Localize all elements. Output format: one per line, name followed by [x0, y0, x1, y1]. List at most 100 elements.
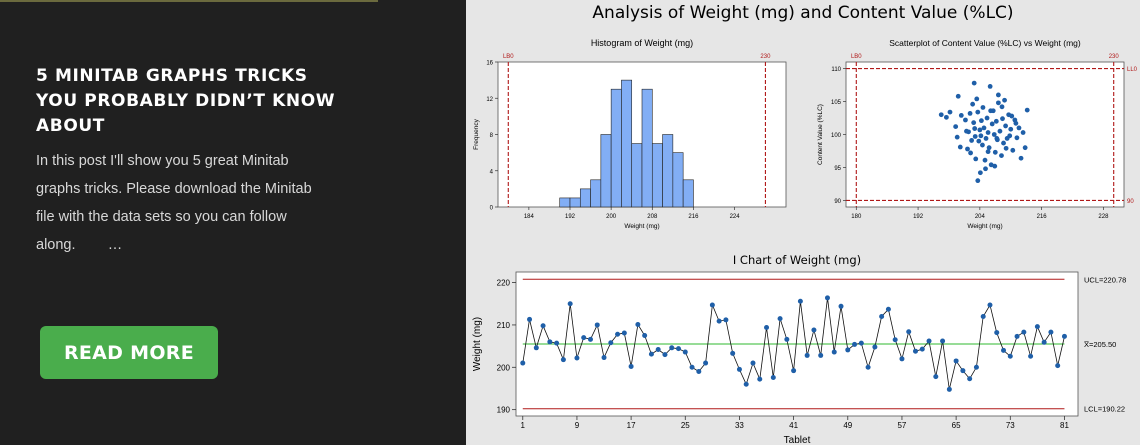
scatter-point — [992, 149, 998, 155]
scatter-point — [992, 163, 998, 169]
ichart-point — [818, 352, 824, 358]
ichart-point — [906, 329, 912, 335]
histogram-bar — [559, 197, 571, 208]
read-more-button[interactable]: Read More — [40, 326, 218, 379]
histogram-bar — [682, 179, 694, 208]
histogram-bar — [662, 134, 674, 208]
ichart-point — [574, 355, 580, 361]
post-title[interactable]: 5 Minitab Graphs Tricks You Probably Did… — [36, 66, 336, 136]
ichart-lcl-label: LCL=190.22 — [1084, 405, 1125, 414]
ichart-x-tick-label: 81 — [1060, 421, 1069, 430]
scatter-point — [994, 136, 1000, 141]
scatter-y-tick-label: 90 — [834, 199, 841, 205]
scatter-point — [972, 126, 978, 131]
scatter-point — [988, 108, 994, 114]
ichart-center-label: X̅=205.50 — [1083, 340, 1116, 349]
ichart-point — [858, 340, 864, 346]
post-excerpt: In this post I'll show you 5 great Minit… — [36, 153, 312, 253]
ichart-x-tick-label: 57 — [897, 421, 906, 430]
ichart-point — [811, 327, 817, 333]
ichart-point — [750, 360, 756, 366]
scatter-point — [1013, 120, 1019, 126]
scatter-point — [1000, 116, 1005, 122]
scatter-point — [975, 178, 981, 184]
scatter-point — [995, 92, 1001, 98]
ichart-x-tick-label: 33 — [735, 421, 744, 430]
ichart-ucl-label: UCL=220.78 — [1084, 275, 1126, 284]
histogram-reference-label: LB0 — [503, 54, 514, 60]
ichart-point — [716, 318, 722, 324]
histogram-y-tick-label: 8 — [490, 133, 494, 139]
ichart-point — [723, 317, 729, 323]
scatter-point — [985, 149, 991, 155]
top-accent-line — [0, 0, 378, 2]
scatter-point — [993, 118, 999, 124]
scatter-point — [988, 162, 994, 168]
ichart-point — [642, 333, 648, 339]
ichart-point — [1028, 353, 1034, 359]
scatter-point — [1007, 133, 1013, 139]
ichart-point — [885, 306, 891, 312]
blog-post-card: 5 Minitab Graphs Tricks You Probably Did… — [0, 0, 466, 445]
scatter-x-tick-label: 216 — [1037, 214, 1048, 220]
scatter-point — [943, 114, 949, 120]
scatter-point — [1020, 130, 1026, 135]
scatter-point — [981, 125, 987, 131]
scatter-point — [991, 132, 997, 137]
ichart-point — [520, 360, 526, 366]
scatter-point — [965, 146, 970, 152]
histogram-bar — [590, 179, 602, 208]
ichart-point — [1055, 363, 1061, 369]
ichart-point — [919, 346, 925, 352]
scatter-point — [1014, 135, 1020, 141]
scatter-title: Scatterplot of Content Value (%LC) vs We… — [889, 38, 1081, 48]
ichart-point — [1034, 324, 1040, 330]
histogram-bar — [569, 197, 581, 208]
scatter-point — [975, 109, 981, 115]
ichart-x-tick-label: 25 — [681, 421, 690, 430]
figure-svg: Analysis of Weight (mg) and Content Valu… — [472, 3, 1138, 445]
histogram-bar — [651, 143, 663, 208]
ichart-point — [831, 349, 837, 355]
scatter-point — [986, 145, 992, 151]
scatter-point — [954, 134, 960, 140]
histogram-bar — [641, 88, 653, 208]
ichart-point — [926, 338, 932, 344]
scatter-point — [995, 100, 1001, 106]
scatter-point — [978, 118, 984, 124]
ichart-point — [743, 381, 749, 387]
ichart-point — [838, 303, 844, 309]
ichart-point — [852, 341, 858, 347]
ichart-point — [980, 313, 986, 319]
ichart-point — [1048, 329, 1054, 335]
histogram-bar — [610, 88, 622, 208]
scatter-point — [982, 157, 988, 163]
histogram-reference-label: 230 — [760, 54, 771, 60]
histogram-y-tick-label: 16 — [486, 61, 493, 67]
ichart-point — [533, 345, 539, 351]
ichart-point — [1014, 333, 1020, 339]
ichart-y-tick-label: 190 — [497, 406, 511, 415]
scatter-point — [976, 138, 982, 144]
ichart-point — [953, 358, 959, 364]
scatter-point — [978, 133, 984, 139]
ichart-y-tick-label: 200 — [497, 363, 511, 372]
ichart-point — [696, 369, 702, 375]
scatter-reference-label: 90 — [1127, 199, 1134, 205]
histogram-bar — [579, 188, 591, 208]
scatter-point — [984, 115, 990, 121]
ichart-point — [547, 339, 553, 345]
ichart-x-tick-label: 49 — [843, 421, 852, 430]
scatter-point — [983, 136, 989, 141]
ichart-title: I Chart of Weight (mg) — [733, 253, 861, 267]
scatter-point — [964, 128, 969, 134]
ichart-point — [621, 330, 627, 336]
minitab-figure: Analysis of Weight (mg) and Content Valu… — [466, 0, 1140, 445]
ichart-y-tick-label: 220 — [497, 279, 511, 288]
histogram-bar — [631, 143, 643, 208]
ichart-point — [946, 386, 952, 392]
scatter-reference-label: LL0 — [1127, 67, 1138, 73]
scatter-point — [1018, 155, 1024, 161]
scatter-point — [974, 96, 980, 102]
scatter-y-tick-label: 105 — [831, 100, 842, 106]
